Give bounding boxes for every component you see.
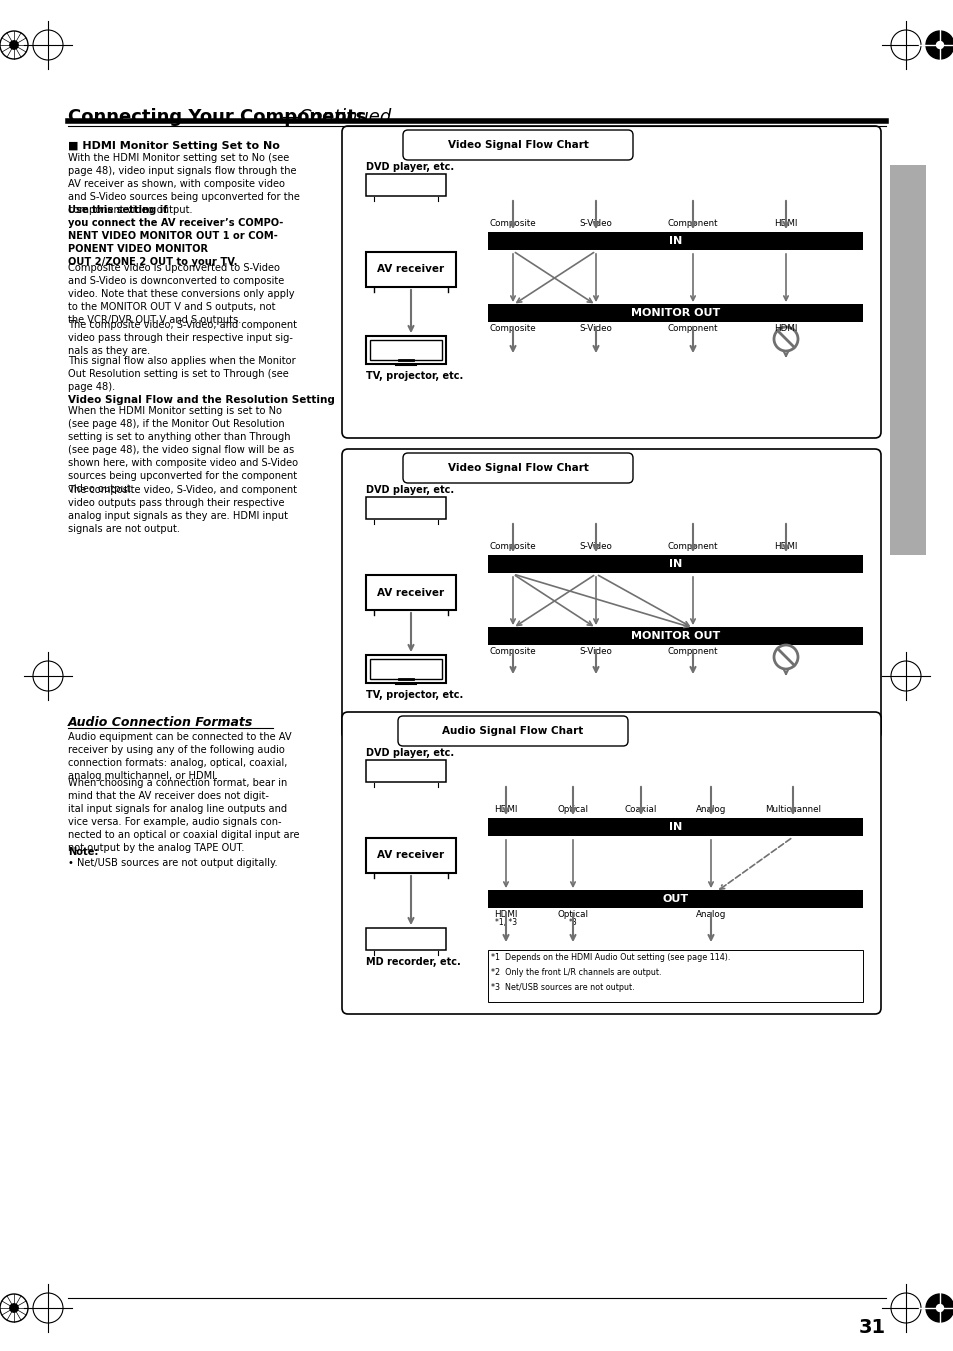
Text: S-Video: S-Video (579, 219, 612, 228)
Text: The composite video, S-Video, and component
video pass through their respective : The composite video, S-Video, and compon… (68, 320, 296, 357)
Text: HDMI: HDMI (774, 324, 797, 332)
Text: Composite: Composite (489, 542, 536, 551)
Text: IN: IN (668, 559, 681, 569)
Text: HDMI: HDMI (494, 911, 517, 919)
Text: AV receiver: AV receiver (377, 851, 444, 861)
Text: IN: IN (668, 821, 681, 832)
Text: Multichannel: Multichannel (764, 805, 821, 815)
Bar (366, 253, 456, 286)
Bar (488, 950, 862, 1002)
Bar (366, 497, 446, 519)
Circle shape (10, 1304, 18, 1312)
Text: When choosing a connection format, bear in
mind that the AV receiver does not di: When choosing a connection format, bear … (68, 778, 299, 854)
Text: MONITOR OUT: MONITOR OUT (630, 631, 720, 640)
Text: Video Signal Flow Chart: Video Signal Flow Chart (447, 141, 588, 150)
Text: MONITOR OUT: MONITOR OUT (630, 308, 720, 317)
Bar (488, 232, 862, 250)
Text: OUT: OUT (661, 894, 688, 904)
Bar (366, 928, 446, 950)
Circle shape (936, 1305, 943, 1312)
Bar (366, 761, 446, 782)
Text: *3: *3 (568, 917, 577, 927)
Bar (488, 627, 862, 644)
Text: Optical: Optical (557, 805, 588, 815)
Text: HDMI: HDMI (774, 542, 797, 551)
Text: Connecting Your Components: Connecting Your Components (68, 108, 366, 126)
Text: With the HDMI Monitor setting set to No (see
page 48), video input signals flow : With the HDMI Monitor setting set to No … (68, 153, 299, 215)
Text: Analog: Analog (695, 805, 725, 815)
Text: Composite: Composite (489, 647, 536, 657)
Circle shape (10, 41, 18, 49)
Bar (366, 838, 456, 873)
Text: AV receiver: AV receiver (377, 588, 444, 597)
Bar (488, 890, 862, 908)
FancyBboxPatch shape (402, 453, 633, 484)
Bar (488, 817, 862, 836)
Text: TV, projector, etc.: TV, projector, etc. (366, 372, 463, 381)
Text: Component: Component (667, 219, 718, 228)
Text: HDMI: HDMI (494, 805, 517, 815)
FancyBboxPatch shape (397, 716, 627, 746)
Text: Coaxial: Coaxial (624, 805, 657, 815)
Text: Composite: Composite (489, 219, 536, 228)
Text: *2: *2 (722, 896, 732, 905)
Bar (366, 576, 456, 611)
Text: *2  Only the front L/R channels are output.: *2 Only the front L/R channels are outpu… (491, 969, 660, 977)
Bar (366, 174, 446, 196)
Text: HDMI: HDMI (774, 219, 797, 228)
Text: AV receiver: AV receiver (377, 265, 444, 274)
Text: Video Signal Flow Chart: Video Signal Flow Chart (447, 463, 588, 473)
Bar (488, 555, 862, 573)
Text: Component: Component (667, 542, 718, 551)
Text: Audio Connection Formats: Audio Connection Formats (68, 716, 253, 730)
Text: Component: Component (667, 647, 718, 657)
Text: Composite video is upconverted to S-Video
and S-Video is downconverted to compos: Composite video is upconverted to S-Vide… (68, 263, 294, 326)
Text: DVD player, etc.: DVD player, etc. (366, 748, 454, 758)
Text: Audio equipment can be connected to the AV
receiver by using any of the followin: Audio equipment can be connected to the … (68, 732, 292, 781)
Text: DVD player, etc.: DVD player, etc. (366, 485, 454, 494)
FancyBboxPatch shape (341, 449, 880, 739)
Text: TV, projector, etc.: TV, projector, etc. (366, 690, 463, 700)
Text: Video Signal Flow and the Resolution Setting: Video Signal Flow and the Resolution Set… (68, 394, 335, 405)
Text: When the HDMI Monitor setting is set to No
(see page 48), if the Monitor Out Res: When the HDMI Monitor setting is set to … (68, 407, 297, 494)
Text: S-Video: S-Video (579, 324, 612, 332)
Text: Composite: Composite (489, 324, 536, 332)
Text: *3  Net/USB sources are not output.: *3 Net/USB sources are not output. (491, 984, 634, 992)
FancyBboxPatch shape (341, 126, 880, 438)
Circle shape (925, 1294, 953, 1323)
Text: Optical: Optical (557, 911, 588, 919)
Text: Audio Signal Flow Chart: Audio Signal Flow Chart (442, 725, 583, 736)
Bar (488, 304, 862, 322)
Text: This signal flow also applies when the Monitor
Out Resolution setting is set to : This signal flow also applies when the M… (68, 355, 295, 392)
Bar (889, 165, 925, 555)
Bar (366, 655, 446, 684)
Circle shape (925, 31, 953, 59)
Text: *1, *3: *1, *3 (495, 917, 517, 927)
Text: Note:: Note: (68, 847, 98, 858)
Text: The composite video, S-Video, and component
video outputs pass through their res: The composite video, S-Video, and compon… (68, 485, 296, 534)
FancyBboxPatch shape (402, 130, 633, 159)
FancyBboxPatch shape (341, 712, 880, 1015)
Text: 31: 31 (858, 1319, 885, 1337)
Text: Component: Component (667, 324, 718, 332)
Text: Use this setting if
you connect the AV receiver’s COMPO-
NENT VIDEO MONITOR OUT : Use this setting if you connect the AV r… (68, 205, 283, 267)
Text: S-Video: S-Video (579, 647, 612, 657)
Text: MD recorder, etc.: MD recorder, etc. (366, 957, 460, 967)
Text: *1  Depends on the HDMI Audio Out setting (see page 114).: *1 Depends on the HDMI Audio Out setting… (491, 952, 730, 962)
Text: ■ HDMI Monitor Setting Set to No: ■ HDMI Monitor Setting Set to No (68, 141, 279, 151)
Text: —Continued: —Continued (281, 108, 391, 126)
Bar (370, 659, 441, 680)
Text: S-Video: S-Video (579, 542, 612, 551)
Bar (370, 340, 441, 359)
Text: IN: IN (668, 236, 681, 246)
Text: Analog: Analog (695, 911, 725, 919)
Circle shape (936, 42, 943, 49)
Bar (366, 336, 446, 363)
Text: • Net/USB sources are not output digitally.: • Net/USB sources are not output digital… (68, 858, 277, 869)
Text: DVD player, etc.: DVD player, etc. (366, 162, 454, 172)
